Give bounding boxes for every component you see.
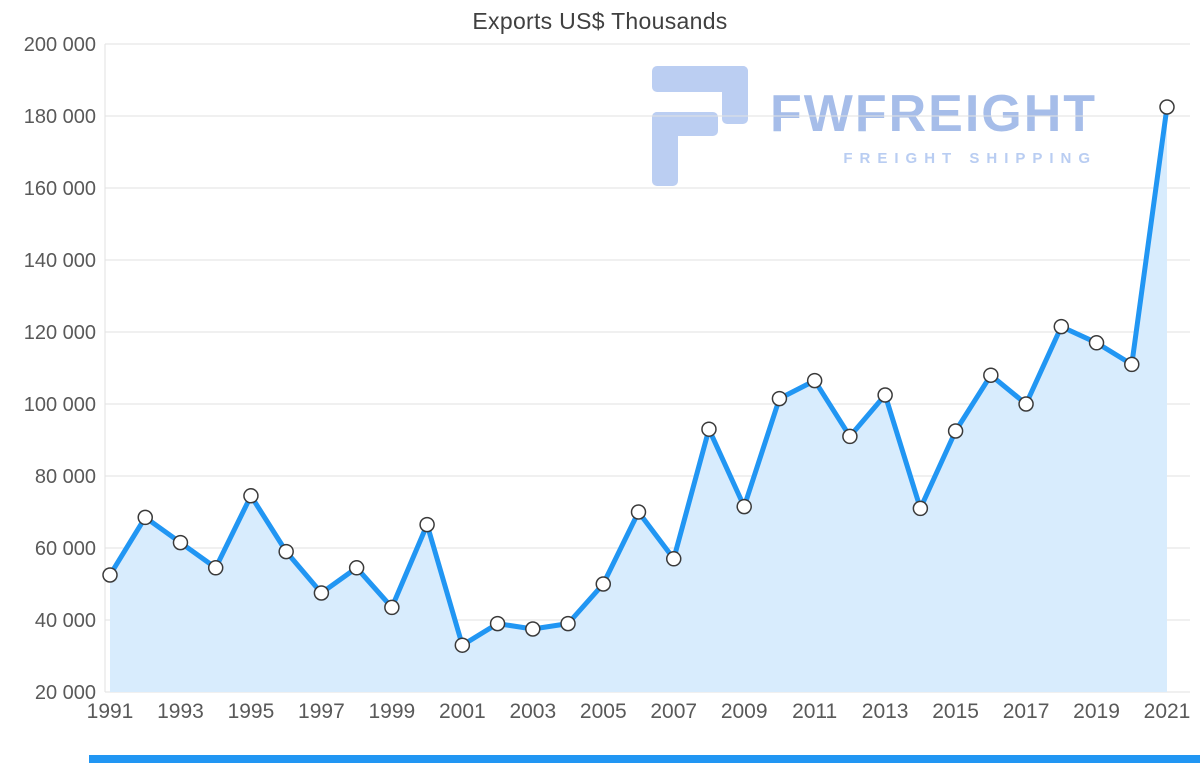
- data-point[interactable]: [771, 390, 788, 407]
- fwfreight-watermark: FWFREIGHT FREIGHT SHIPPING: [652, 66, 1097, 186]
- y-axis-label: 40 000: [35, 610, 96, 632]
- x-axis-label: 2015: [932, 700, 979, 723]
- data-point[interactable]: [877, 387, 893, 403]
- y-axis-label: 180 000: [24, 106, 96, 128]
- x-axis-label: 1991: [87, 700, 134, 723]
- data-point[interactable]: [701, 421, 717, 437]
- data-point[interactable]: [947, 423, 964, 439]
- data-point[interactable]: [665, 551, 682, 567]
- chart-title: Exports US$ Thousands: [472, 8, 728, 34]
- y-axis-label: 20 000: [35, 682, 96, 704]
- data-point[interactable]: [313, 585, 330, 601]
- data-point[interactable]: [207, 560, 224, 576]
- area-fill: [110, 107, 1167, 692]
- data-point[interactable]: [842, 428, 858, 445]
- data-point[interactable]: [736, 498, 752, 515]
- x-axis-label: 1999: [369, 700, 416, 723]
- x-axis-label: 1997: [298, 700, 345, 723]
- data-point[interactable]: [525, 621, 541, 637]
- data-point[interactable]: [348, 560, 365, 576]
- fwfreight-logo-icon: [652, 66, 748, 186]
- y-axis-label: 140 000: [24, 250, 96, 272]
- data-point[interactable]: [1018, 396, 1034, 412]
- x-axis-label: 2021: [1144, 700, 1191, 723]
- y-axis-label: 160 000: [24, 178, 96, 200]
- data-point[interactable]: [630, 504, 647, 520]
- x-axis-label: 2013: [862, 700, 909, 723]
- data-point[interactable]: [102, 567, 118, 583]
- x-axis-label: 1993: [157, 700, 204, 723]
- data-point[interactable]: [912, 500, 929, 517]
- data-point[interactable]: [384, 599, 400, 616]
- y-axis-label: 60 000: [35, 538, 96, 560]
- data-point[interactable]: [137, 509, 153, 526]
- brand-name: FWFREIGHT: [770, 85, 1098, 143]
- x-axis-label: 2005: [580, 700, 627, 723]
- brand-tagline: FREIGHT SHIPPING: [843, 150, 1098, 167]
- x-axis-label: 2001: [439, 700, 486, 723]
- x-axis-label: 2009: [721, 700, 768, 723]
- x-axis-label: 2011: [792, 700, 837, 723]
- x-axis-label: 2019: [1073, 700, 1120, 723]
- data-point[interactable]: [489, 615, 506, 632]
- data-point[interactable]: [419, 516, 435, 533]
- x-axis-label: 2003: [509, 700, 556, 723]
- x-axis-label: 2017: [1003, 700, 1050, 723]
- data-point[interactable]: [1159, 99, 1175, 115]
- data-point[interactable]: [1124, 356, 1140, 373]
- data-point[interactable]: [1053, 318, 1070, 335]
- y-axis-label: 100 000: [24, 394, 96, 416]
- y-axis-label: 120 000: [24, 322, 96, 344]
- data-point[interactable]: [278, 543, 294, 560]
- data-point[interactable]: [1088, 335, 1105, 351]
- data-point[interactable]: [454, 637, 471, 653]
- data-point[interactable]: [243, 488, 259, 504]
- fwfreight-logo-text: FWFREIGHT FREIGHT SHIPPING: [770, 66, 1097, 167]
- x-axis-label: 2007: [650, 700, 697, 723]
- y-axis-label: 200 000: [24, 34, 96, 56]
- data-point[interactable]: [172, 534, 189, 551]
- data-point[interactable]: [560, 615, 576, 632]
- data-point[interactable]: [595, 576, 612, 592]
- x-axis-label: 1995: [228, 700, 275, 723]
- data-point[interactable]: [806, 372, 823, 389]
- data-point[interactable]: [983, 367, 999, 383]
- bottom-bar: [89, 755, 1200, 763]
- y-axis-label: 80 000: [35, 466, 96, 488]
